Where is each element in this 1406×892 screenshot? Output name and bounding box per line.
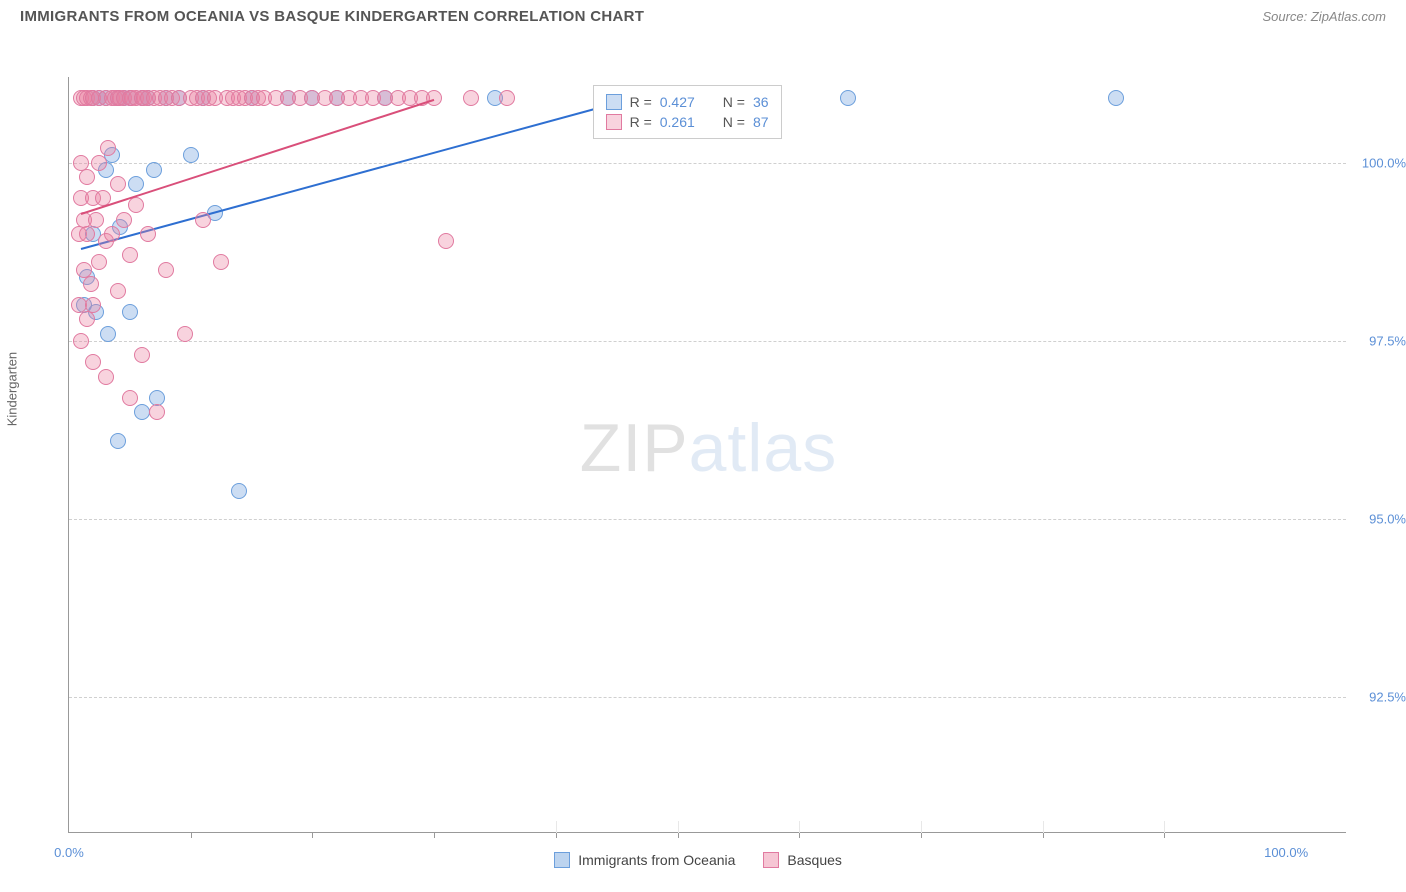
x-tick-label: 0.0% bbox=[54, 845, 84, 860]
gridline-vertical bbox=[921, 821, 922, 833]
scatter-point bbox=[85, 297, 101, 313]
scatter-point bbox=[79, 169, 95, 185]
x-tick-mark bbox=[434, 832, 435, 838]
legend-label: Immigrants from Oceania bbox=[578, 852, 735, 868]
scatter-point bbox=[128, 197, 144, 213]
scatter-point bbox=[73, 333, 89, 349]
stats-n-value: 87 bbox=[753, 114, 769, 130]
scatter-point bbox=[100, 326, 116, 342]
gridline-horizontal bbox=[69, 341, 1346, 342]
gridline-vertical bbox=[799, 821, 800, 833]
scatter-point bbox=[83, 276, 99, 292]
scatter-point bbox=[840, 90, 856, 106]
scatter-point bbox=[177, 326, 193, 342]
legend-swatch bbox=[763, 852, 779, 868]
gridline-vertical bbox=[1164, 821, 1165, 833]
scatter-point bbox=[463, 90, 479, 106]
legend-swatch bbox=[554, 852, 570, 868]
scatter-point bbox=[110, 176, 126, 192]
scatter-point bbox=[79, 226, 95, 242]
chart-source: Source: ZipAtlas.com bbox=[1262, 9, 1386, 24]
gridline-horizontal bbox=[69, 697, 1346, 698]
scatter-point bbox=[104, 226, 120, 242]
stats-r-label: R = bbox=[630, 94, 652, 110]
x-tick-label: 100.0% bbox=[1264, 845, 1308, 860]
gridline-vertical bbox=[1043, 821, 1044, 833]
plot-area: 100.0%97.5%95.0%92.5%0.0%100.0%ZIPatlasR… bbox=[68, 77, 1346, 833]
legend-label: Basques bbox=[787, 852, 841, 868]
watermark: ZIPatlas bbox=[580, 409, 837, 487]
x-tick-mark bbox=[312, 832, 313, 838]
stats-row: R = 0.427 N = 36 bbox=[606, 92, 769, 112]
scatter-point bbox=[499, 90, 515, 106]
stats-r-value: 0.427 bbox=[660, 94, 695, 110]
scatter-point bbox=[426, 90, 442, 106]
scatter-point bbox=[134, 404, 150, 420]
scatter-point bbox=[146, 162, 162, 178]
legend-item: Immigrants from Oceania bbox=[554, 852, 735, 868]
chart-title: IMMIGRANTS FROM OCEANIA VS BASQUE KINDER… bbox=[20, 8, 644, 25]
scatter-point bbox=[158, 262, 174, 278]
trend-line bbox=[81, 98, 435, 214]
scatter-point bbox=[195, 212, 211, 228]
stats-r-label: R = bbox=[630, 114, 652, 130]
y-tick-label: 95.0% bbox=[1369, 512, 1406, 527]
stats-r-value: 0.261 bbox=[660, 114, 695, 130]
scatter-point bbox=[110, 433, 126, 449]
stats-n-label: N = bbox=[723, 114, 745, 130]
scatter-point bbox=[140, 226, 156, 242]
scatter-point bbox=[438, 233, 454, 249]
x-tick-mark bbox=[191, 832, 192, 838]
scatter-point bbox=[91, 155, 107, 171]
scatter-point bbox=[110, 283, 126, 299]
scatter-point bbox=[122, 304, 138, 320]
legend-swatch bbox=[606, 114, 622, 130]
y-tick-label: 100.0% bbox=[1362, 155, 1406, 170]
scatter-point bbox=[213, 254, 229, 270]
gridline-vertical bbox=[556, 821, 557, 833]
scatter-point bbox=[149, 404, 165, 420]
scatter-point bbox=[100, 140, 116, 156]
scatter-point bbox=[91, 254, 107, 270]
scatter-point bbox=[79, 311, 95, 327]
y-tick-label: 97.5% bbox=[1369, 333, 1406, 348]
scatter-point bbox=[134, 347, 150, 363]
chart-header: IMMIGRANTS FROM OCEANIA VS BASQUE KINDER… bbox=[0, 0, 1406, 29]
y-tick-label: 92.5% bbox=[1369, 690, 1406, 705]
scatter-point bbox=[116, 212, 132, 228]
stats-n-label: N = bbox=[723, 94, 745, 110]
scatter-point bbox=[98, 369, 114, 385]
scatter-chart: Kindergarten100.0%97.5%95.0%92.5%0.0%100… bbox=[20, 29, 1406, 883]
scatter-point bbox=[128, 176, 144, 192]
gridline-horizontal bbox=[69, 519, 1346, 520]
gridline-vertical bbox=[678, 821, 679, 833]
gridline-horizontal bbox=[69, 163, 1346, 164]
scatter-point bbox=[183, 147, 199, 163]
scatter-point bbox=[122, 247, 138, 263]
source-name: ZipAtlas.com bbox=[1311, 9, 1386, 24]
scatter-point bbox=[85, 354, 101, 370]
scatter-point bbox=[1108, 90, 1124, 106]
stats-box: R = 0.427 N = 36 R = 0.261 N = 87 bbox=[593, 85, 782, 139]
stats-n-value: 36 bbox=[753, 94, 769, 110]
legend-item: Basques bbox=[763, 852, 841, 868]
legend-swatch bbox=[606, 94, 622, 110]
bottom-legend: Immigrants from Oceania Basques bbox=[554, 852, 842, 868]
source-prefix: Source: bbox=[1262, 9, 1310, 24]
scatter-point bbox=[122, 390, 138, 406]
stats-row: R = 0.261 N = 87 bbox=[606, 112, 769, 132]
scatter-point bbox=[88, 212, 104, 228]
y-axis-label: Kindergarten bbox=[5, 352, 20, 426]
scatter-point bbox=[231, 483, 247, 499]
